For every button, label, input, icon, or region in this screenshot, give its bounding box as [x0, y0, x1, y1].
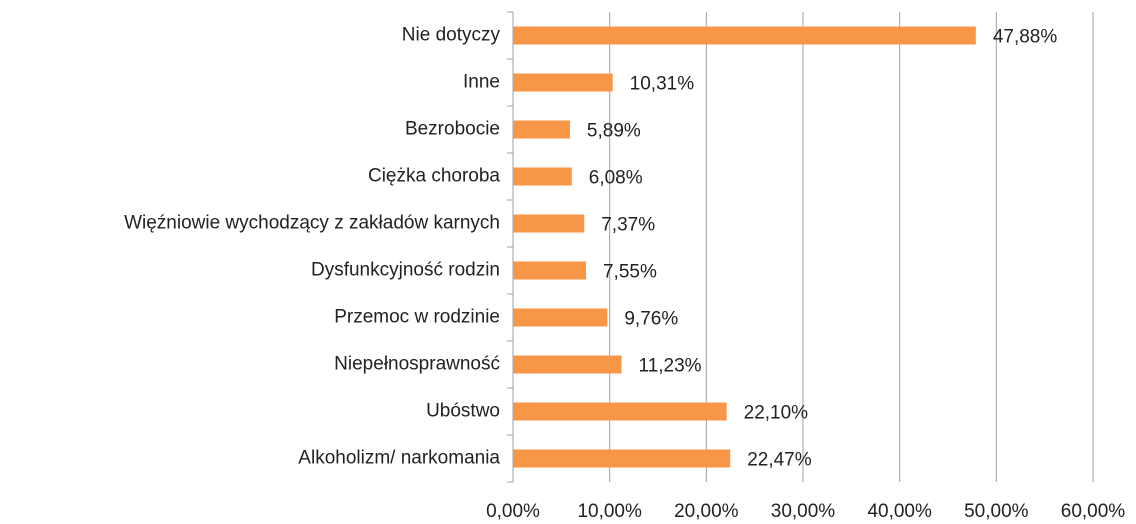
bar [513, 308, 608, 327]
x-tick-label: 10,00% [577, 501, 642, 522]
bar [513, 449, 731, 468]
data-label: 22,47% [747, 450, 812, 471]
bar [513, 167, 572, 186]
data-label: 7,37% [601, 215, 655, 236]
x-tick-label: 30,00% [771, 501, 836, 522]
bar [513, 355, 622, 374]
data-label: 10,31% [630, 74, 695, 95]
y-tick-label: Inne [463, 72, 500, 93]
y-tick-label: Niepełnosprawność [334, 354, 500, 375]
data-label: 5,89% [587, 121, 641, 142]
bar [513, 120, 570, 139]
x-tick-label: 40,00% [867, 501, 932, 522]
data-label: 11,23% [639, 356, 702, 377]
y-tick-label: Więźniowie wychodzący z zakładów karnych [124, 213, 500, 234]
y-tick-label: Dysfunkcyjność rodzin [311, 260, 500, 281]
x-tick-label: 60,00% [1061, 501, 1126, 522]
bar [513, 73, 613, 92]
x-tick-label: 50,00% [964, 501, 1029, 522]
y-tick-label: Ubóstwo [426, 401, 500, 422]
data-label: 9,76% [624, 309, 678, 330]
y-tick-label: Nie dotyczy [402, 25, 501, 46]
data-label: 6,08% [589, 168, 643, 189]
data-label: 22,10% [744, 403, 809, 424]
y-tick-label: Bezrobocie [405, 119, 500, 140]
y-tick-label: Ciężka choroba [368, 166, 500, 187]
data-label: 7,55% [603, 262, 657, 283]
x-tick-label: 20,00% [674, 501, 739, 522]
bar [513, 261, 586, 280]
data-label: 47,88% [993, 27, 1058, 48]
bar [513, 214, 585, 233]
bar [513, 26, 976, 45]
y-tick-label: Przemoc w rodzinie [334, 307, 500, 328]
bar [513, 402, 727, 421]
y-tick-label: Alkoholizm/ narkomania [298, 448, 500, 469]
x-tick-label: 0,00% [486, 501, 540, 522]
